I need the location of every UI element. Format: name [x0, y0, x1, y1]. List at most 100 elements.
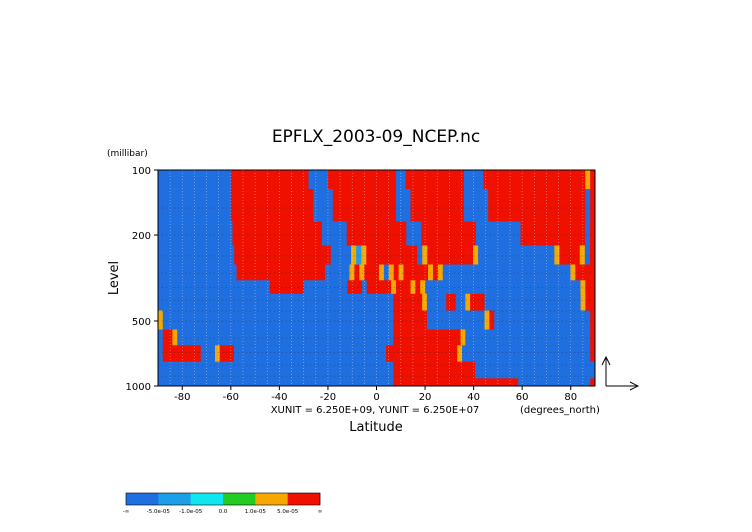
heatmap-cell [431, 378, 437, 387]
heatmap-cell [295, 245, 301, 265]
heatmap-cell [513, 310, 519, 330]
heatmap-cell [172, 310, 178, 330]
heatmap-cell [378, 361, 385, 379]
heatmap-cell [551, 189, 557, 222]
heatmap-cell [450, 329, 457, 346]
heatmap-cell [503, 378, 509, 387]
heatmap-cell [221, 170, 227, 190]
heatmap-cell [306, 378, 313, 387]
heatmap-cell [263, 310, 269, 330]
heatmap-cell [489, 293, 495, 311]
heatmap-cell [187, 264, 193, 281]
heatmap-cell [364, 293, 370, 311]
heatmap-cell [584, 245, 591, 265]
heatmap-cell [162, 310, 168, 330]
heatmap-cell [585, 310, 591, 330]
heatmap-cell [182, 280, 188, 295]
heatmap-cell [513, 245, 520, 265]
heatmap-cell [474, 310, 481, 330]
heatmap-cell [460, 378, 466, 387]
heatmap-cell [226, 264, 233, 281]
heatmap-cell [561, 189, 567, 222]
heatmap-cell [284, 189, 290, 222]
heatmap-cell [532, 329, 538, 346]
heatmap-cell [485, 345, 491, 363]
heatmap-cell [571, 345, 577, 363]
heatmap-cell [282, 361, 289, 379]
heatmap-cell [405, 189, 411, 222]
heatmap-cell [172, 280, 178, 295]
heatmap-cell [258, 378, 265, 387]
heatmap-cell [575, 264, 581, 281]
heatmap-cell [344, 264, 350, 281]
heatmap-cell [279, 245, 286, 265]
heatmap-cell [504, 345, 510, 363]
heatmap-cell [534, 245, 540, 265]
heatmap-cell [362, 345, 368, 363]
heatmap-cell [570, 170, 576, 190]
heatmap-cell [340, 293, 346, 311]
heatmap-cell [302, 293, 308, 311]
heatmap-cell [261, 264, 267, 281]
heatmap-cell [381, 189, 387, 222]
heatmap-cell [280, 264, 287, 281]
heatmap-cell [527, 361, 533, 379]
heatmap-cell [407, 329, 413, 346]
colorbar-swatch [158, 493, 191, 505]
heatmap-cell [417, 293, 423, 311]
heatmap-cell [421, 221, 427, 246]
heatmap-cell [528, 345, 534, 363]
heatmap-cell [441, 378, 447, 387]
heatmap-cell [575, 280, 581, 295]
heatmap-cell [422, 329, 428, 346]
heatmap-cell [575, 361, 581, 379]
heatmap-cell [393, 264, 399, 281]
heatmap-cell [522, 170, 528, 190]
heatmap-cell [326, 378, 332, 387]
heatmap-cell [207, 221, 214, 246]
heatmap-cell [308, 170, 314, 190]
heatmap-cell [172, 293, 178, 311]
heatmap-cell [354, 329, 361, 346]
heatmap-cell [378, 293, 385, 311]
heatmap-cell [371, 245, 377, 265]
heatmap-cell [446, 378, 452, 387]
heatmap-cell [206, 378, 212, 387]
heatmap-cell [407, 378, 413, 387]
heatmap-cell [522, 310, 529, 330]
heatmap-cell [316, 293, 322, 311]
heatmap-cell [511, 264, 517, 281]
heatmap-cell [462, 345, 468, 363]
heatmap-cell [323, 170, 329, 190]
heatmap-cell [297, 293, 303, 311]
heatmap-cell [488, 245, 494, 265]
heatmap-cell [316, 329, 322, 346]
heatmap-cell [220, 310, 226, 330]
heatmap-cell [274, 245, 281, 265]
heatmap-cell [454, 189, 460, 222]
heatmap-cell [330, 378, 337, 387]
heatmap-cell [526, 264, 532, 281]
heatmap-cell [396, 221, 402, 246]
heatmap-cell [298, 280, 305, 295]
heatmap-cell [503, 361, 509, 379]
heatmap-cell [439, 170, 445, 190]
heatmap-cell [552, 345, 558, 363]
heatmap-cell [465, 221, 472, 246]
heatmap-cell [417, 245, 423, 265]
heatmap-cell [321, 310, 327, 330]
heatmap-cell [287, 361, 293, 379]
heatmap-cell [474, 378, 481, 387]
heatmap-cell [225, 378, 231, 387]
heatmap-cell [292, 361, 298, 379]
heatmap-cell [537, 361, 543, 379]
heatmap-cell [172, 264, 179, 281]
heatmap-cell [551, 280, 557, 295]
heatmap-cell [400, 170, 407, 190]
heatmap-cell [423, 264, 429, 281]
heatmap-cell [426, 221, 432, 246]
heatmap-cell [450, 361, 457, 379]
heatmap-cell [308, 189, 314, 222]
heatmap-cell [366, 245, 372, 265]
heatmap-cell [198, 245, 205, 265]
